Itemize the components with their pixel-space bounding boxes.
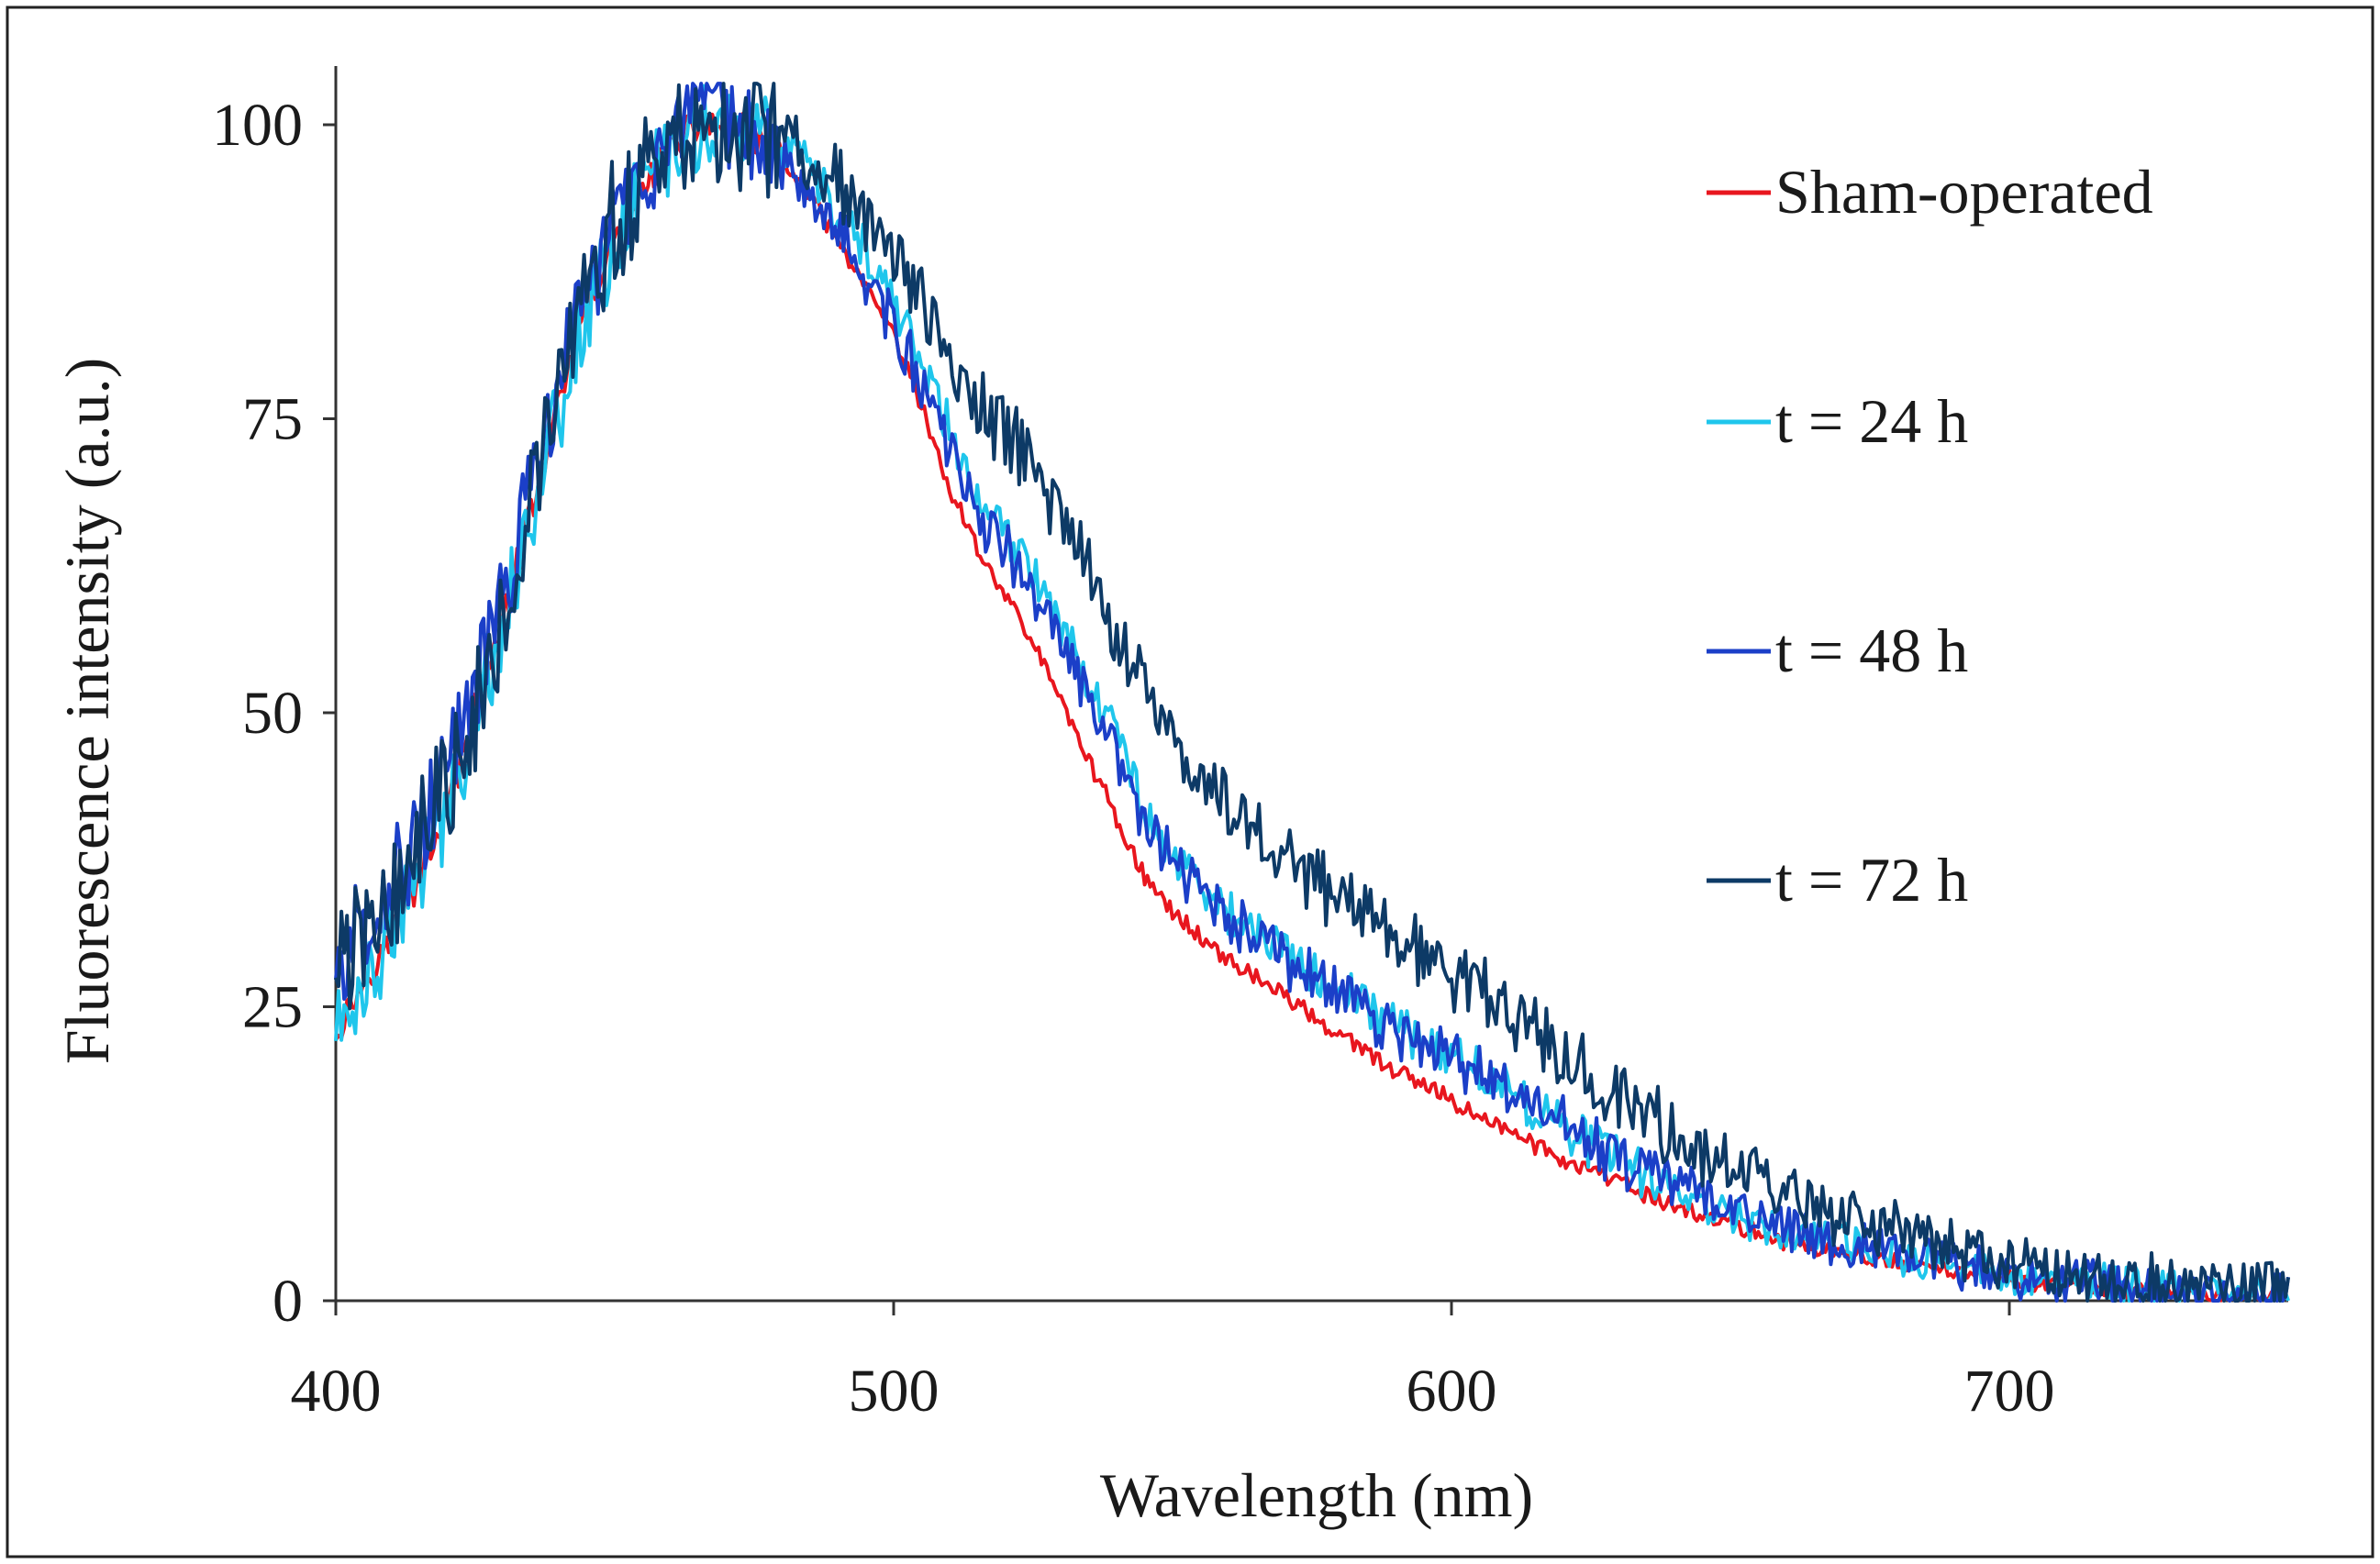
y-tick-label: 0: [272, 1268, 303, 1335]
x-tick-label: 400: [291, 1358, 382, 1425]
legend-label: t = 24 h: [1775, 386, 1968, 456]
legend-label: t = 48 h: [1775, 616, 1968, 685]
legend-label: Sham-operated: [1775, 157, 2153, 227]
x-tick-label: 600: [1407, 1358, 1497, 1425]
x-tick-label: 700: [1964, 1358, 2055, 1425]
y-axis-title: Fluorescence intensity (a.u.): [52, 358, 122, 1064]
x-axis-title: Wavelength (nm): [1100, 1460, 1533, 1530]
series-line-4: [334, 82, 2290, 1303]
y-tick-label: 50: [242, 680, 303, 747]
series-group: [334, 82, 2290, 1303]
y-tick-label: 75: [242, 386, 303, 453]
legend-label: t = 72 h: [1775, 845, 1968, 915]
axes: 0 25 50 75 100 400 500 600 700 Wavelength (nm) Flu…: [52, 66, 2288, 1530]
y-tick-label: 25: [242, 974, 303, 1041]
x-tick-label: 500: [849, 1358, 940, 1425]
y-tick-label: 100: [212, 92, 303, 159]
legend: Sham-operated t = 24 h t = 48 h t = 72 h: [1707, 157, 2153, 915]
